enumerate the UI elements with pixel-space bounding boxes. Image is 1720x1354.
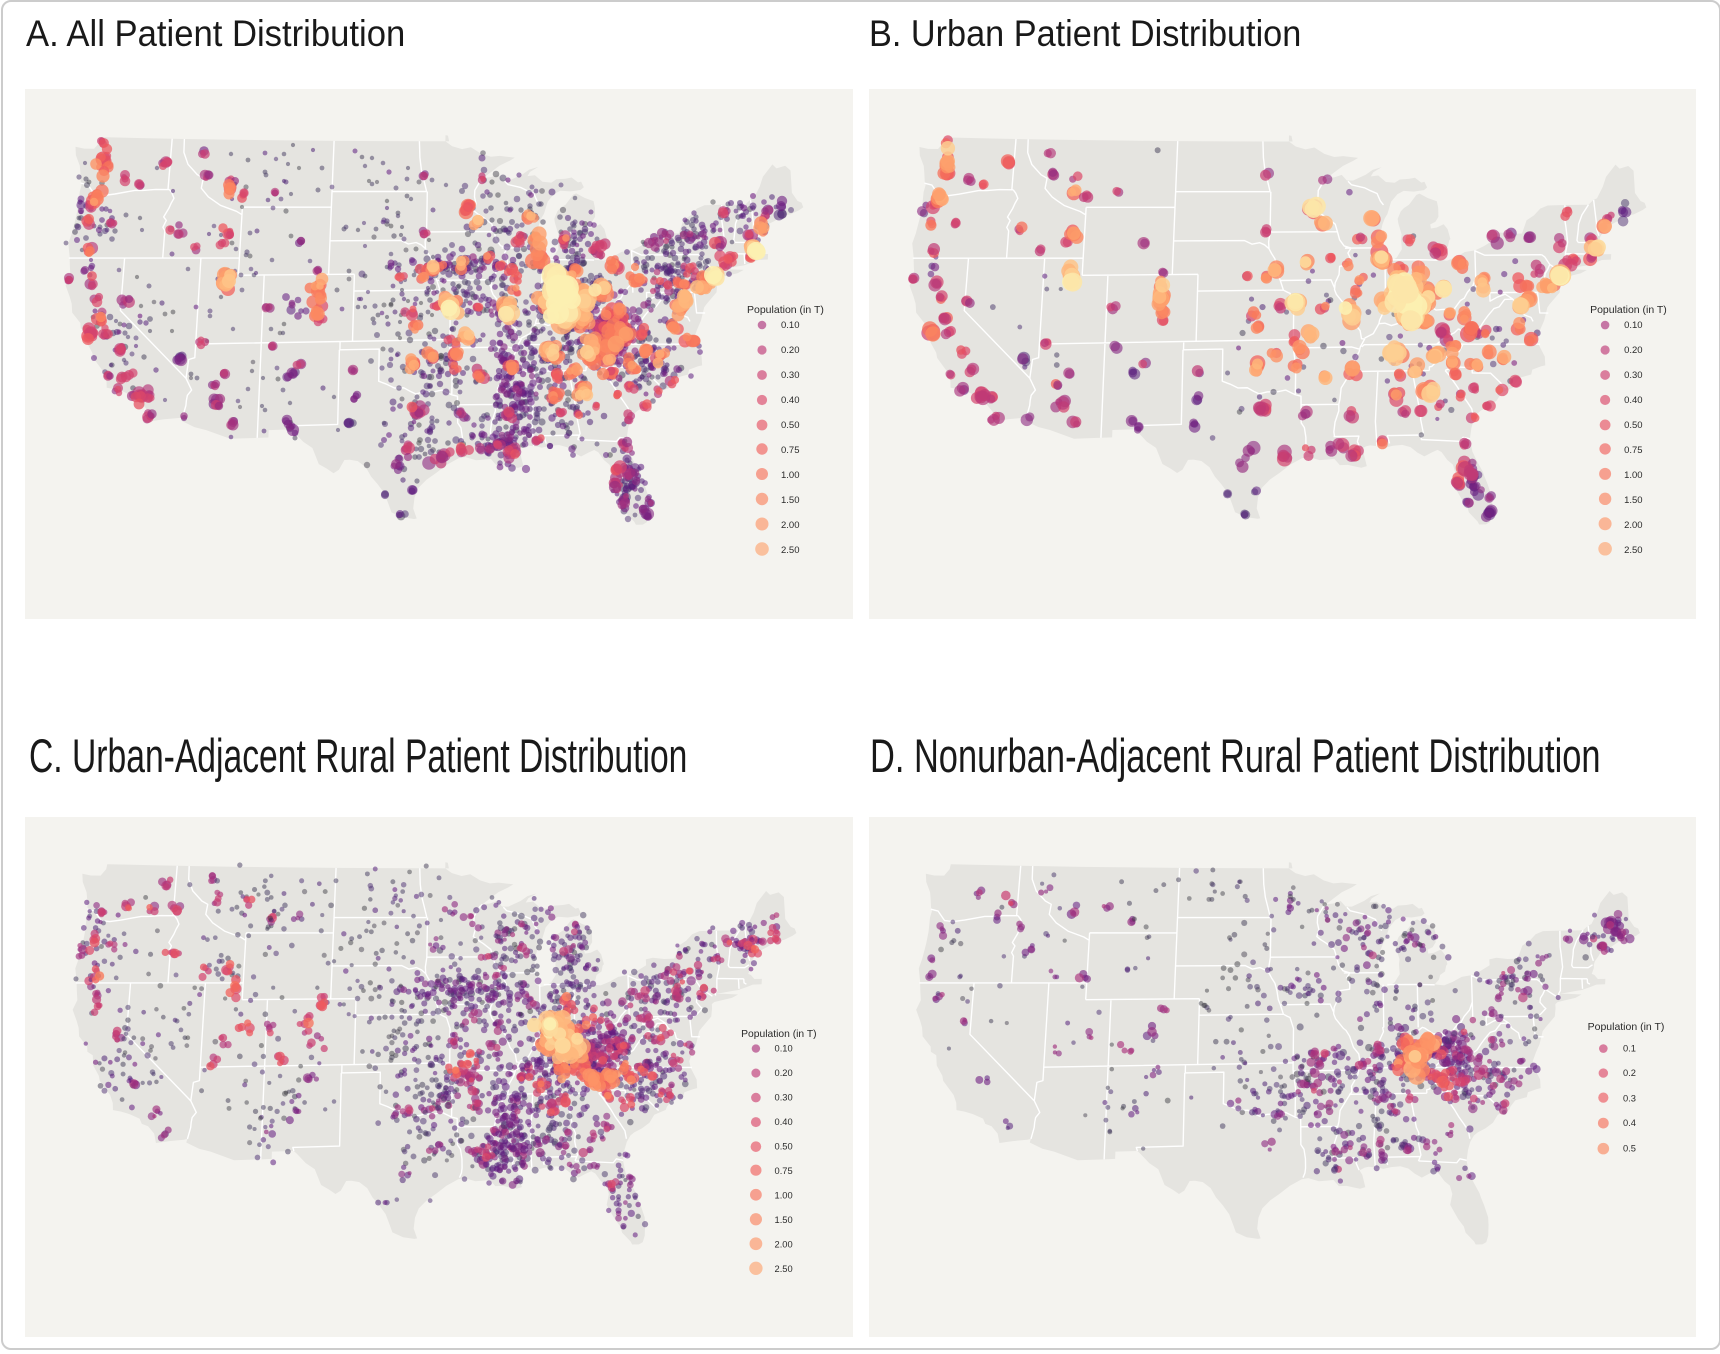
- svg-text:2.50: 2.50: [781, 545, 800, 556]
- svg-text:0.10: 0.10: [781, 320, 800, 331]
- svg-text:0.30: 0.30: [1624, 370, 1642, 381]
- svg-text:0.20: 0.20: [781, 345, 800, 356]
- svg-text:2.50: 2.50: [1624, 545, 1642, 556]
- svg-text:0.20: 0.20: [1624, 345, 1642, 356]
- svg-text:0.50: 0.50: [781, 420, 800, 431]
- svg-text:0.30: 0.30: [781, 370, 800, 381]
- svg-text:0.50: 0.50: [1624, 420, 1642, 431]
- svg-text:1.50: 1.50: [1624, 495, 1642, 506]
- svg-text:Population (in T): Population (in T): [747, 304, 824, 316]
- svg-text:2.00: 2.00: [1624, 520, 1642, 531]
- svg-text:1.50: 1.50: [781, 495, 800, 506]
- svg-text:2.00: 2.00: [781, 520, 800, 531]
- svg-text:0.75: 0.75: [781, 445, 800, 456]
- svg-text:0.10: 0.10: [1624, 320, 1642, 331]
- svg-text:1.00: 1.00: [1624, 470, 1642, 481]
- svg-text:1.00: 1.00: [781, 470, 800, 481]
- svg-text:Population (in T): Population (in T): [1590, 305, 1667, 316]
- svg-text:0.40: 0.40: [781, 395, 800, 406]
- svg-text:0.40: 0.40: [1624, 395, 1642, 406]
- svg-text:0.75: 0.75: [1624, 445, 1642, 456]
